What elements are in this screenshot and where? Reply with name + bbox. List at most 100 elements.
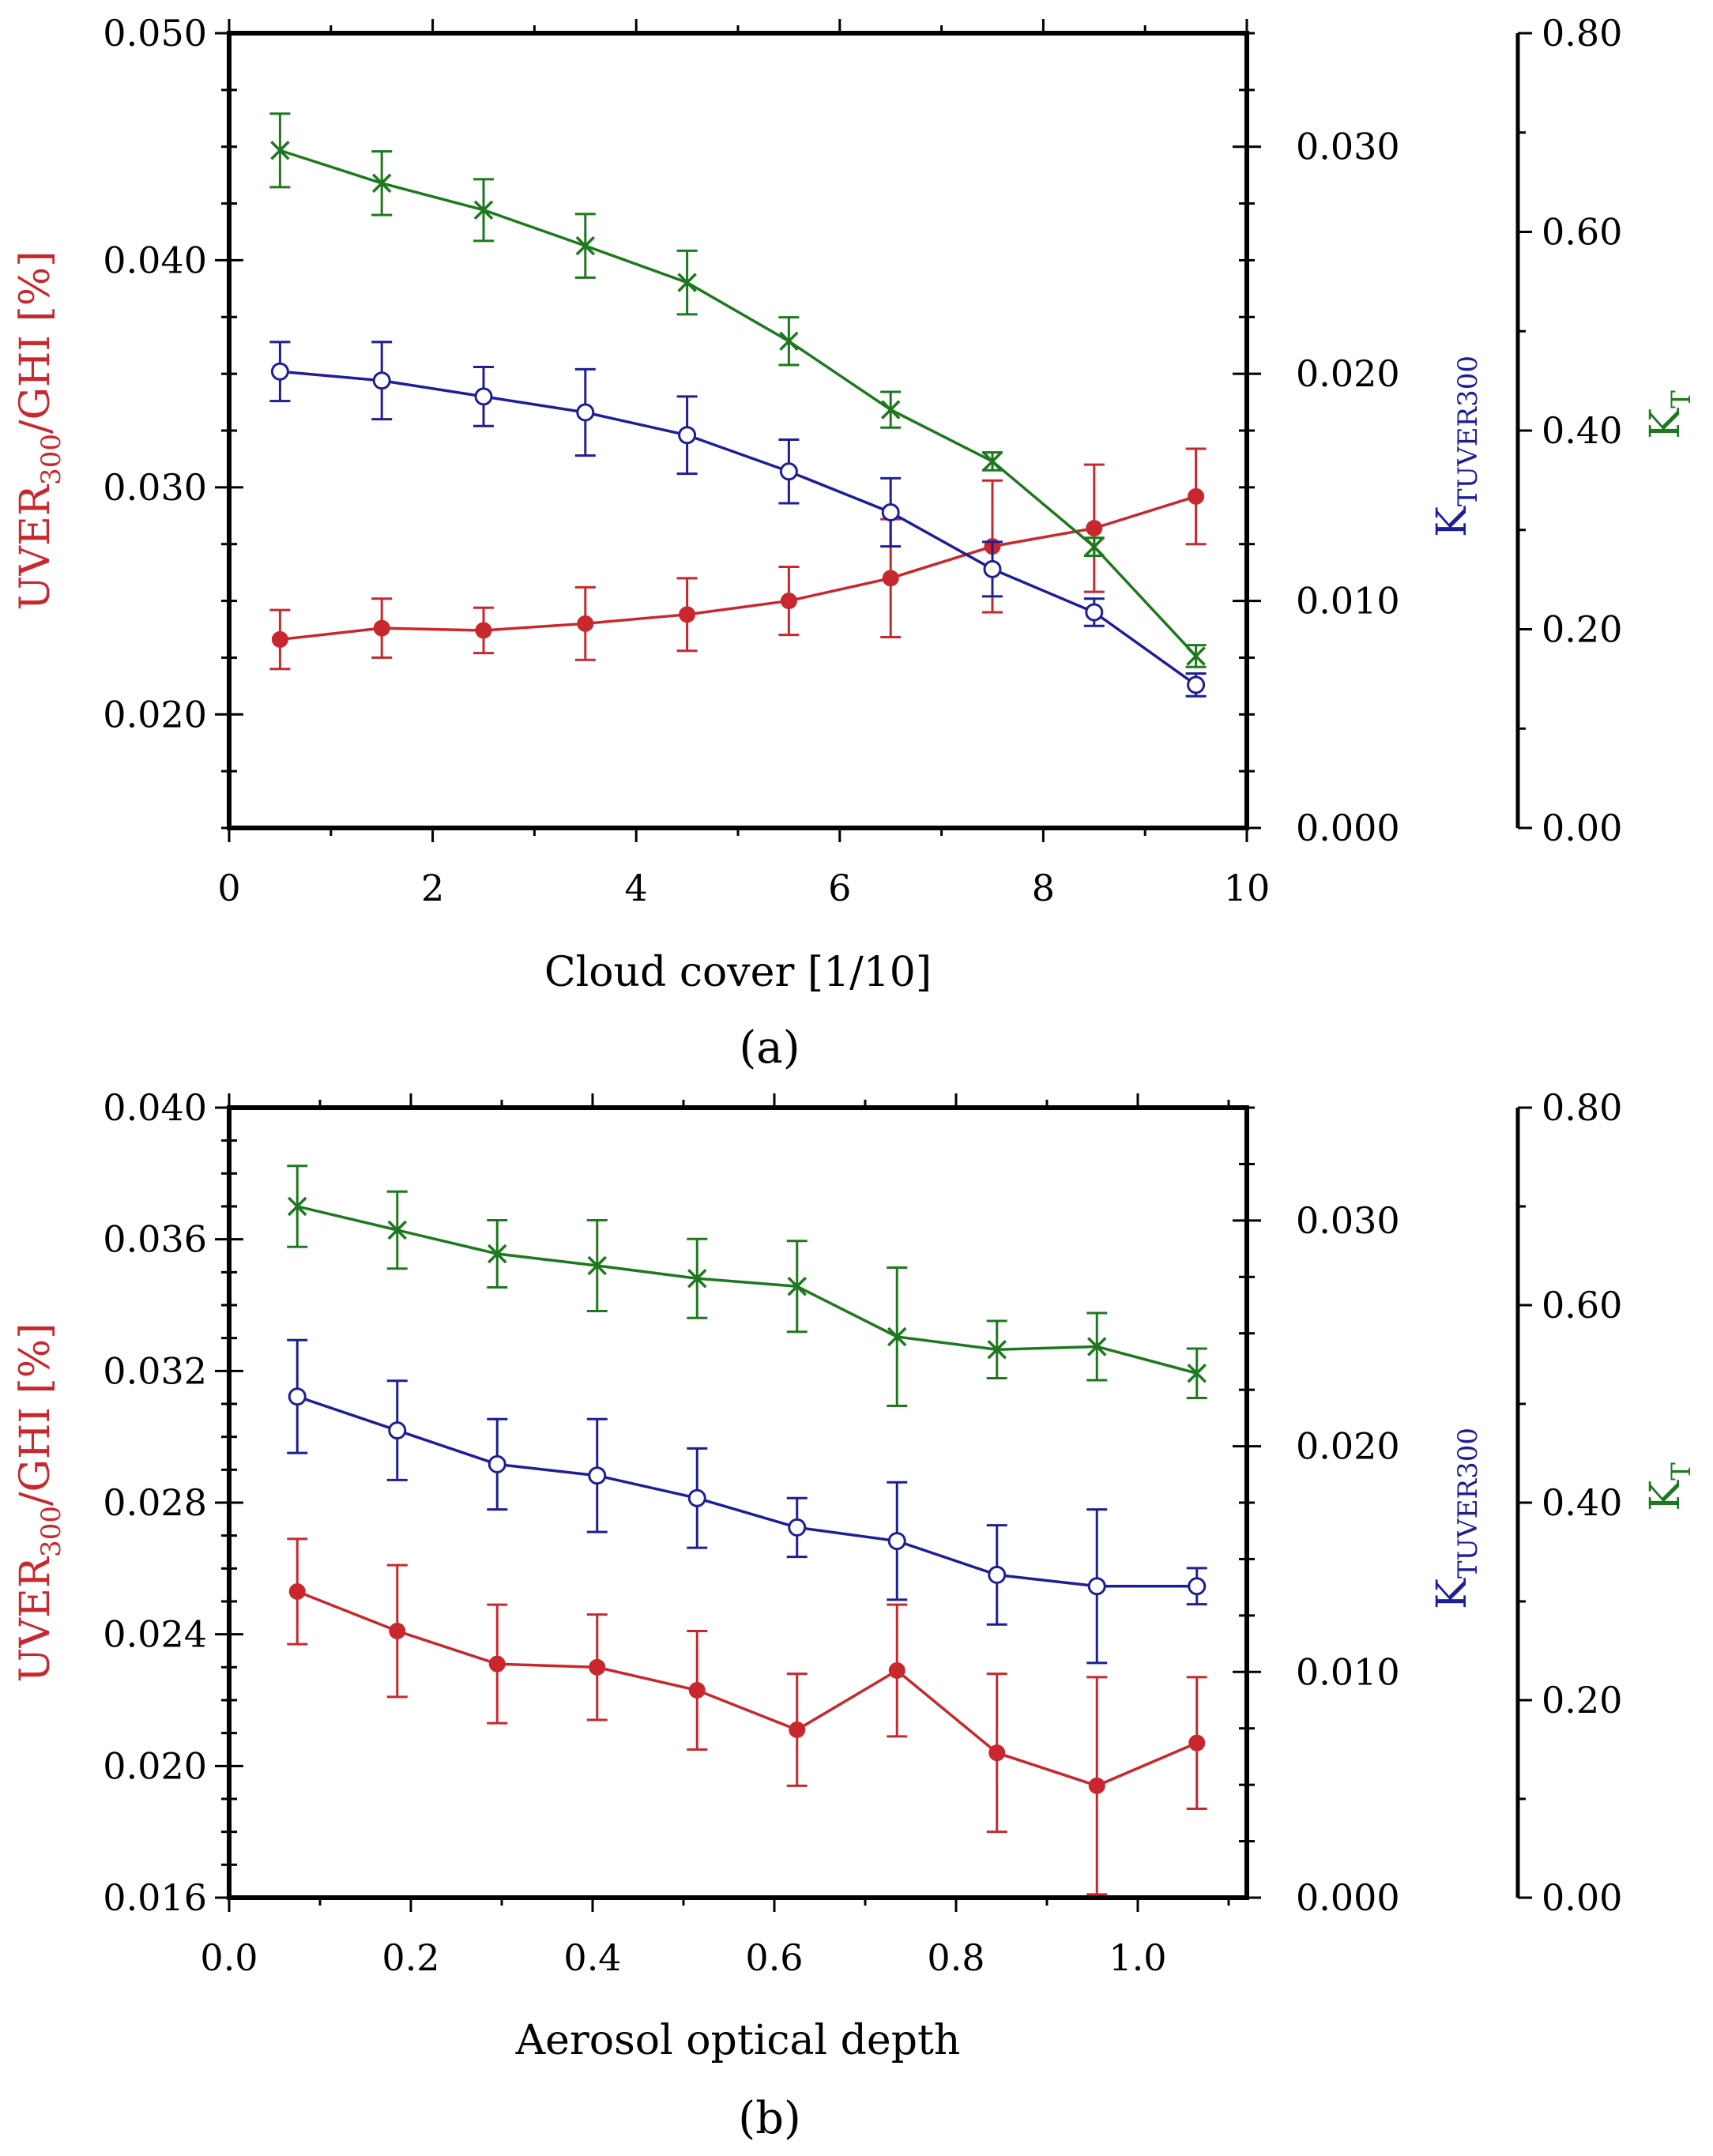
series-line	[296, 1395, 1197, 1588]
left-axis-title: UVER300/GHI [%]	[12, 251, 67, 611]
series-line	[280, 495, 1197, 642]
left-tick-label: 0.020	[103, 1744, 207, 1787]
left-tick-label: 0.036	[103, 1218, 207, 1261]
data-point	[1087, 1577, 1106, 1596]
panel-label: (a)	[739, 1022, 800, 1074]
left-tick-label: 0.050	[103, 12, 207, 55]
data-point	[1187, 1364, 1207, 1383]
data-point	[373, 619, 390, 637]
data-point	[488, 1454, 506, 1473]
data-point	[372, 371, 391, 390]
marker-cross-stroke	[779, 331, 799, 352]
left-tick-label: 0.030	[103, 466, 207, 509]
right2-tick-label: 0.80	[1542, 12, 1622, 55]
left-axis-title-main: UVER	[12, 1556, 59, 1682]
left-axis-title-sub: 300	[36, 434, 67, 485]
data-point	[687, 1269, 707, 1289]
marker-cross-stroke	[987, 1340, 1007, 1360]
right2-tick-label: 0.40	[1542, 1481, 1622, 1524]
data-point	[288, 1583, 306, 1600]
marker-cross-stroke	[270, 141, 290, 160]
right1-axis-title: KTUVER300	[1429, 356, 1484, 537]
left-axis-title-main: UVER	[12, 484, 59, 610]
data-point	[388, 1421, 407, 1440]
marker-cross-stroke	[288, 1196, 307, 1217]
series-line	[296, 1590, 1198, 1788]
data-point	[988, 1565, 1007, 1584]
data-point	[488, 1244, 507, 1264]
x-tick-label: 0.8	[927, 1936, 985, 1979]
marker-cross-stroke	[371, 173, 392, 194]
left-axis-title-rest: /GHI [%]	[12, 251, 59, 434]
right1-axis-title-sub: TUVER300	[1452, 1428, 1484, 1578]
left-tick-label: 0.028	[103, 1481, 207, 1524]
data-point	[779, 462, 798, 481]
x-tick-label: 1.0	[1109, 1936, 1166, 1979]
data-point	[881, 502, 900, 521]
left-tick-label: 0.040	[103, 1086, 207, 1129]
data-point	[1186, 646, 1206, 666]
right2-axis-title-main: K	[1642, 408, 1689, 439]
marker-cross-stroke	[575, 235, 596, 256]
marker-cross-stroke	[887, 1326, 907, 1347]
data-point	[779, 331, 799, 352]
left-tick-label: 0.020	[103, 693, 207, 736]
data-point	[1085, 603, 1104, 622]
right1-tick-label: 0.010	[1296, 580, 1400, 623]
series-line	[280, 370, 1197, 687]
marker-cross-stroke	[1186, 646, 1206, 666]
data-point	[588, 1466, 607, 1485]
chart-panel-a: 0 2 4 6 8 10 Cloud cover [1/10] (a) 0.020 0.030 0.…	[12, 12, 1697, 1074]
right1-tick-label: 0.000	[1296, 807, 1400, 849]
data-point	[587, 1255, 607, 1276]
right2-axis-title-sub: T	[1666, 390, 1697, 408]
data-point	[687, 1488, 706, 1507]
data-point	[988, 1744, 1006, 1762]
x-tick-label: 0.0	[200, 1936, 258, 1979]
series-ktuver	[287, 1338, 1207, 1665]
right1-axis-title: KTUVER300	[1429, 1428, 1484, 1609]
data-point	[288, 1387, 307, 1406]
x-tick-label: 10	[1224, 867, 1271, 909]
data-point	[1084, 536, 1105, 557]
panel-label: (b)	[738, 2093, 801, 2144]
x-tick-label: 0.2	[382, 1936, 439, 1979]
right1-axis-title-main: K	[1429, 1578, 1476, 1609]
data-point	[488, 1655, 506, 1672]
data-point	[371, 173, 392, 194]
right2-tick-label: 0.60	[1542, 211, 1622, 254]
right1-tick-label: 0.010	[1296, 1650, 1400, 1693]
right1-axis-title-sub: TUVER300	[1452, 356, 1484, 506]
right2-tick-label: 0.80	[1542, 1086, 1622, 1129]
right2-tick-label: 0.20	[1542, 1679, 1622, 1721]
x-tick-label: 8	[1032, 867, 1055, 909]
data-point	[880, 400, 901, 420]
x-axis-title: Aerosol optical depth	[515, 2017, 961, 2064]
left-tick-label: 0.040	[103, 239, 207, 281]
series-line	[296, 1205, 1198, 1375]
marker-cross-stroke	[1084, 536, 1105, 557]
marker-cross-stroke	[880, 400, 901, 420]
data-point	[389, 1623, 406, 1639]
data-point	[577, 615, 594, 632]
data-point	[788, 1518, 807, 1537]
data-point	[1187, 675, 1206, 694]
data-point	[679, 606, 696, 623]
right2-axis-title-sub: T	[1666, 1462, 1697, 1481]
right2-tick-label: 0.40	[1542, 409, 1622, 452]
right1-tick-label: 0.030	[1296, 126, 1400, 168]
data-point	[575, 235, 596, 256]
data-point	[677, 273, 697, 292]
marker-cross-stroke	[1087, 1337, 1107, 1356]
data-point	[1188, 487, 1205, 505]
left-tick-label: 0.024	[103, 1613, 207, 1656]
right1-tick-label: 0.000	[1296, 1876, 1400, 1919]
left-axis-title-rest: /GHI [%]	[12, 1323, 59, 1506]
x-tick-label: 6	[828, 867, 851, 909]
right2-axis-title-main: K	[1642, 1480, 1689, 1511]
x-tick-label: 0	[217, 867, 240, 909]
x-tick-label: 0.6	[745, 1936, 803, 1979]
data-point	[473, 200, 494, 220]
right2-tick-label: 0.60	[1542, 1284, 1622, 1326]
marker-cross-stroke	[473, 200, 494, 220]
